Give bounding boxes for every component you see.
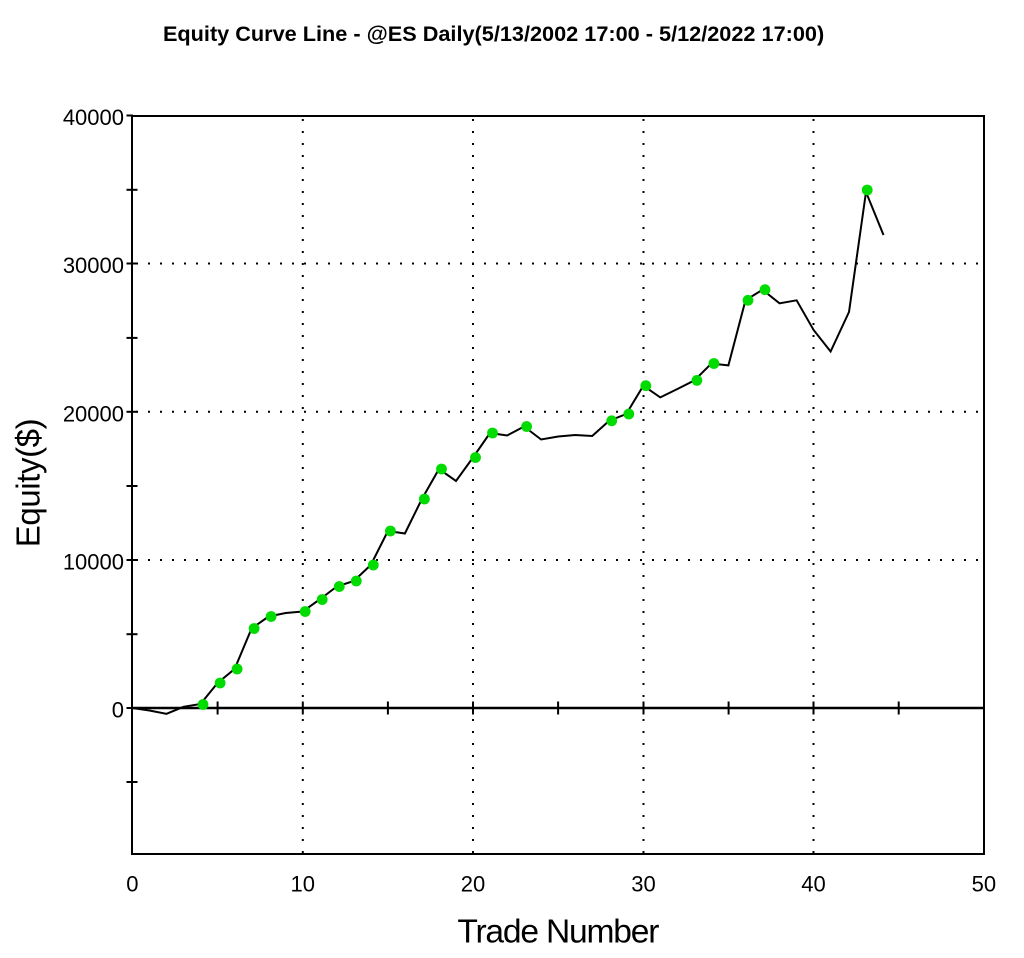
svg-text:20000: 20000 [63,401,124,426]
svg-text:0: 0 [112,698,124,723]
svg-text:0: 0 [126,872,138,897]
svg-text:Equity Curve Line - @ES Daily(: Equity Curve Line - @ES Daily(5/13/2002 … [163,21,824,46]
svg-text:Equity($): Equity($) [10,419,47,547]
svg-text:10000: 10000 [63,550,124,575]
svg-text:30000: 30000 [63,253,124,278]
svg-text:50: 50 [972,872,996,897]
svg-text:20: 20 [461,872,485,897]
svg-text:30: 30 [631,872,655,897]
svg-text:40: 40 [801,872,825,897]
svg-text:40000: 40000 [63,105,124,130]
svg-text:Trade Number: Trade Number [457,913,659,950]
svg-text:10: 10 [291,872,315,897]
